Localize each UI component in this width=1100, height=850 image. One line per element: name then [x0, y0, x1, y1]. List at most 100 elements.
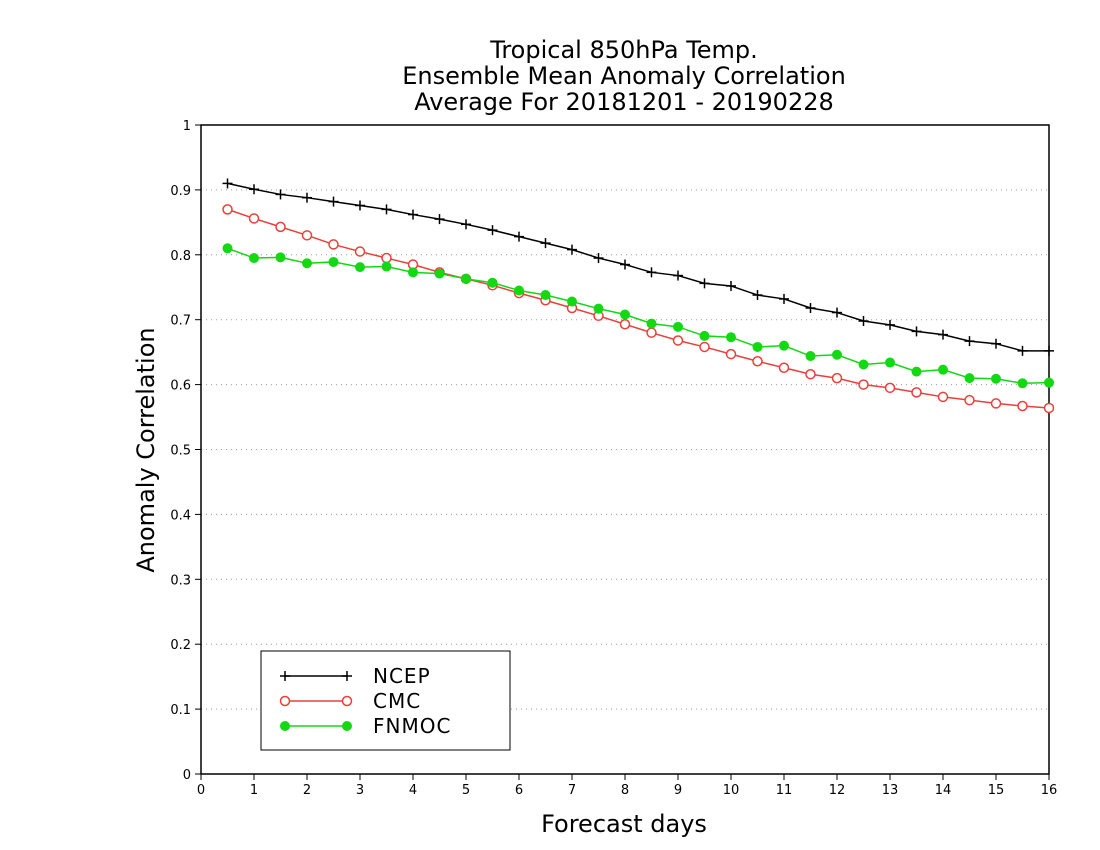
- ncep-point: [991, 338, 1001, 349]
- ncep-point: [1044, 345, 1054, 356]
- ncep-point: [699, 278, 710, 289]
- fnmoc-point: [514, 285, 524, 296]
- y-axis-label: Anomaly Correlation: [132, 327, 160, 572]
- fnmoc-point: [222, 243, 233, 254]
- x-tick-label: 6: [515, 783, 523, 798]
- legend-marker-end: [341, 695, 353, 707]
- cmc-point: [805, 368, 816, 380]
- fnmoc-point: [328, 256, 339, 267]
- y-axis-ticks: 0 0.1 0.2 0.3 0.4 0.5 0.6 0.7 0.8 0.9 1: [170, 119, 201, 783]
- ncep-point: [540, 238, 551, 249]
- cmc-point: [248, 213, 260, 224]
- fnmoc-point: [434, 268, 445, 279]
- cmc-point: [222, 204, 233, 215]
- ncep-point: [911, 326, 922, 337]
- ncep-point: [381, 204, 392, 215]
- legend-label: CMC: [373, 689, 421, 713]
- fnmoc-point: [991, 373, 1001, 384]
- fnmoc-point: [567, 296, 577, 307]
- legend-item-fnmoc: FNMOC: [280, 714, 450, 738]
- x-tick-label: 15: [988, 783, 1005, 798]
- fnmoc-point: [487, 277, 498, 288]
- x-tick-label: 5: [462, 783, 470, 798]
- fnmoc-point: [699, 330, 710, 341]
- ncep-point: [434, 214, 445, 225]
- ncep-point: [646, 267, 657, 278]
- cmc-point: [990, 398, 1002, 409]
- fnmoc-point: [302, 258, 312, 269]
- fnmoc-point: [779, 340, 789, 351]
- cmc-point: [1043, 402, 1055, 414]
- cmc-point: [884, 382, 896, 394]
- title-line-1: Tropical 850hPa Temp.: [489, 36, 758, 64]
- legend-item-cmc: CMC: [279, 689, 421, 713]
- ncep-point: [726, 280, 736, 291]
- x-tick-label: 14: [935, 783, 952, 798]
- x-tick-label: 8: [621, 783, 629, 798]
- fnmoc-point: [620, 309, 630, 320]
- fnmoc-point: [938, 364, 948, 375]
- series-fnmoc: [222, 243, 1054, 389]
- fnmoc-point: [964, 373, 975, 384]
- fnmoc-point: [726, 332, 736, 343]
- y-tick-label: 0.3: [170, 573, 191, 588]
- fnmoc-point: [408, 267, 418, 278]
- fnmoc-point: [805, 351, 816, 362]
- y-tick-label: 0.5: [170, 444, 191, 459]
- series-ncep: [222, 178, 1054, 356]
- gridlines: [201, 124, 1049, 710]
- y-tick-label: 0.2: [170, 638, 191, 653]
- ncep-point: [302, 192, 312, 203]
- cmc-line: [227, 208, 1050, 409]
- cmc-point: [381, 252, 392, 264]
- title-line-2: Ensemble Mean Anomaly Correlation: [402, 62, 846, 90]
- ncep-point: [858, 315, 869, 326]
- title-line-3: Average For 20181201 - 20190228: [414, 88, 834, 116]
- ncep-point: [408, 209, 418, 220]
- fnmoc-point: [593, 303, 604, 314]
- fnmoc-point: [275, 252, 286, 263]
- legend-marker-start: [280, 671, 290, 681]
- cmc-point: [778, 362, 790, 373]
- ncep-point: [752, 290, 763, 301]
- ncep-point: [673, 270, 683, 281]
- ncep-point: [249, 184, 259, 195]
- fnmoc-point: [381, 261, 392, 272]
- series-cmc: [222, 204, 1055, 414]
- y-tick-label: 0.8: [170, 249, 191, 264]
- cmc-point: [619, 318, 631, 330]
- ncep-point: [779, 293, 789, 304]
- cmc-point: [725, 348, 737, 360]
- fnmoc-point: [885, 357, 895, 368]
- x-tick-label: 10: [723, 783, 740, 798]
- cmc-point: [275, 221, 286, 233]
- legend-marker-end: [342, 671, 352, 681]
- y-tick-label: 0.1: [170, 703, 191, 718]
- fnmoc-point: [1044, 377, 1054, 388]
- ncep-point: [964, 336, 975, 347]
- cmc-point: [1017, 400, 1028, 412]
- ncep-point: [514, 231, 524, 242]
- cmc-point: [354, 246, 366, 257]
- legend-marker-start: [280, 721, 290, 731]
- cmc-point: [301, 230, 313, 241]
- y-tick-label: 1: [183, 119, 191, 134]
- y-tick-label: 0.6: [170, 379, 191, 394]
- ncep-point: [567, 244, 577, 255]
- x-tick-label: 2: [303, 783, 311, 798]
- ncep-point: [620, 259, 630, 270]
- cmc-point: [911, 387, 922, 398]
- fnmoc-point: [540, 290, 551, 301]
- x-tick-label: 12: [829, 783, 846, 798]
- x-axis-label: Forecast days: [541, 810, 707, 838]
- fnmoc-point: [1017, 378, 1028, 389]
- ncep-point: [487, 225, 498, 236]
- ncep-line: [227, 182, 1049, 352]
- ncep-point: [832, 307, 842, 318]
- ncep-point: [461, 219, 471, 230]
- x-tick-label: 16: [1041, 783, 1058, 798]
- cmc-point: [964, 394, 975, 406]
- chart-title: Tropical 850hPa Temp. Ensemble Mean Anom…: [402, 36, 846, 116]
